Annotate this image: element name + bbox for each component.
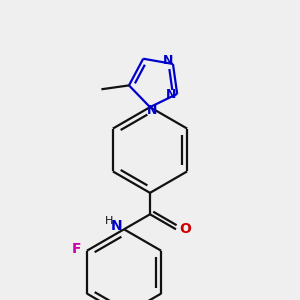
Text: N: N [166,88,176,101]
Text: N: N [163,54,173,68]
Text: F: F [71,242,81,256]
Text: O: O [179,222,191,236]
Text: N: N [147,104,158,118]
Text: H: H [105,216,113,226]
Text: N: N [111,219,122,233]
